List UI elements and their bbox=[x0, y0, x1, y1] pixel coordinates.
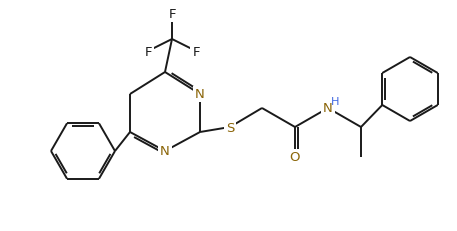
Text: F: F bbox=[168, 9, 176, 21]
Text: N: N bbox=[323, 102, 333, 115]
Text: F: F bbox=[192, 45, 200, 58]
Text: O: O bbox=[290, 151, 300, 164]
Text: H: H bbox=[331, 97, 339, 106]
Text: N: N bbox=[160, 145, 170, 158]
Text: S: S bbox=[226, 121, 234, 134]
Text: N: N bbox=[195, 88, 205, 101]
Text: F: F bbox=[144, 45, 152, 58]
